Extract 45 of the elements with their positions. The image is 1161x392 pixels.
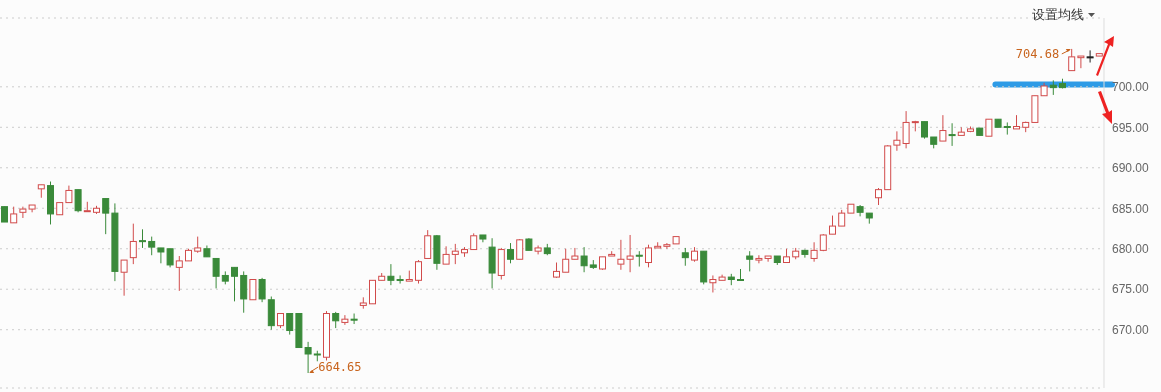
candlestick [369,279,376,305]
y-tick-label: 685.00 [1112,201,1150,216]
annotation: 664.65 [318,360,362,375]
candlestick [635,250,643,268]
candlestick [829,215,836,235]
candlestick [175,255,183,292]
candlestick [286,313,294,336]
candlestick [571,247,579,260]
candlestick [948,122,956,147]
candlestick [212,257,220,289]
candlestick [1086,49,1094,64]
candlestick [415,259,422,285]
candlestick [350,313,358,325]
y-tick-label: 680.00 [1112,242,1150,256]
candlestick [746,250,754,272]
candlestick [129,223,137,265]
candlestick [580,246,588,273]
candlestick [231,266,238,302]
y-tick-label: 700.00 [1112,80,1150,95]
candlestick [249,279,257,301]
candlestick [562,248,570,273]
candlestick [939,114,947,142]
candlestick [516,238,524,260]
candlestick [240,270,248,314]
y-tick-label: 670.00 [1112,322,1150,337]
candlestick [139,228,146,249]
candlestick [258,277,266,303]
candlestick [341,314,349,326]
candlestick [645,244,652,268]
y-tick-label: 695.00 [1112,120,1150,135]
candlestick [451,243,459,265]
candlestick [120,259,128,297]
candlestick [737,268,744,282]
y-tick-label: 675.00 [1112,282,1150,297]
candlestick [74,189,82,213]
candlestick [507,242,514,264]
candlestick [1077,55,1085,69]
annotation: 设置均线 [1032,6,1084,24]
candlestick [1003,121,1011,136]
candlestick [148,236,156,256]
y-tick-label: 690.00 [1112,161,1150,176]
candlestick [102,198,110,235]
candlestick [810,241,818,263]
candlestick [424,229,432,259]
annotation: 704.68 [1015,46,1060,61]
